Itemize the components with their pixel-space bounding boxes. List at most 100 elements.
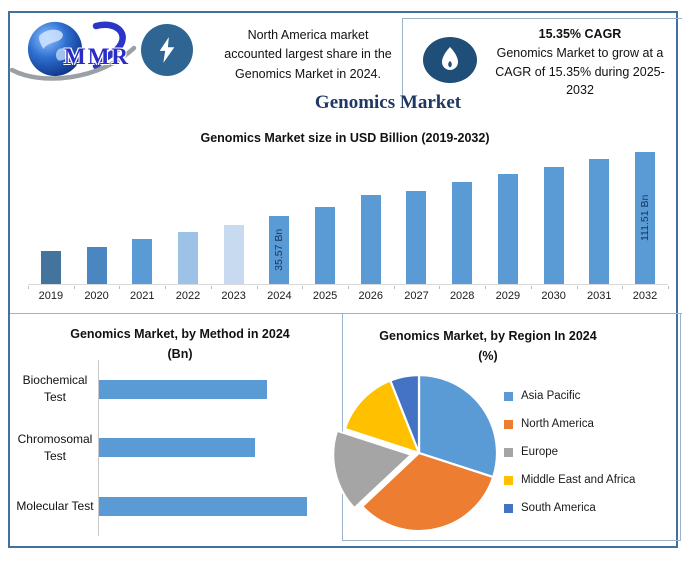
method-bar-1: [99, 379, 268, 399]
bar-2026: [360, 194, 381, 284]
x-axis-tick: [165, 286, 167, 289]
bar-column-2025: [302, 152, 348, 284]
bar-column-2031: [576, 152, 622, 284]
bar-column-2023: [211, 152, 257, 284]
method-bar-3: [99, 496, 307, 516]
pie-slice-middle-east-and-africa: [343, 379, 421, 455]
legend-swatch: [504, 447, 513, 457]
bar-column-2024: 35.57 Bn: [257, 152, 303, 284]
method-bar-track: [98, 418, 334, 478]
year-label: 2021: [130, 290, 155, 302]
market-size-chart-title: Genomics Market size in USD Billion (201…: [200, 131, 490, 145]
bar-column-2032: 111.51 Bn: [622, 152, 668, 284]
region-chart-panel: Genomics Market, by Region In 2024 (%) A…: [332, 313, 681, 541]
x-axis-tick: [348, 286, 349, 289]
method-chart-title-line: Genomics Market, by Method in 2024: [70, 327, 290, 341]
bar-2031: [589, 158, 610, 284]
bar-2032: 111.51 Bn: [634, 152, 655, 284]
legend-swatch: [504, 475, 513, 485]
bar-2025: [315, 206, 336, 284]
bar-2029: [497, 173, 518, 284]
bar-column-2028: [439, 152, 485, 284]
bar-column-2021: [119, 152, 165, 284]
method-category-label: Biochemical Test: [22, 372, 88, 405]
year-label: 2024: [267, 290, 292, 302]
legend-swatch: [504, 503, 513, 513]
legend-item: Asia Pacific: [504, 390, 635, 402]
year-label: 2029: [495, 290, 521, 302]
x-axis-tick: [576, 286, 578, 289]
bar-column-2027: [394, 152, 440, 284]
cagr-callout: 15.35% CAGR Genomics Market to grow at a…: [402, 18, 682, 106]
method-bar-track: [98, 477, 334, 536]
year-label: 2025: [312, 290, 338, 302]
x-axis-tick: [210, 286, 212, 289]
bar-2027: [406, 190, 427, 284]
year-label: 2023: [221, 290, 246, 302]
year-label: 2026: [358, 290, 384, 302]
cagr-title: 15.35% CAGR: [538, 27, 622, 41]
logo-swoosh-icon: [9, 21, 137, 81]
x-axis-tick: [28, 286, 29, 289]
cagr-text: 15.35% CAGR Genomics Market to grow at a…: [483, 25, 677, 100]
x-axis-tick: [530, 286, 532, 289]
pie-slice-south-america: [389, 373, 421, 455]
pie-slice-north-america: [361, 451, 495, 533]
cagr-body-line: 2032: [566, 83, 594, 98]
region-chart-title: Genomics Market, by Region In 2024 (%): [363, 326, 613, 366]
bar-2022: [177, 232, 198, 284]
method-bar-track: [98, 360, 334, 419]
bar-2020: [86, 246, 107, 284]
method-bar-2: [99, 438, 255, 458]
year-label: 2028: [449, 290, 475, 302]
market-size-bar-chart: 35.57 Bn 111.51 Bn: [28, 152, 668, 285]
lightning-badge: [141, 24, 193, 76]
method-category-label: Molecular Test: [16, 498, 94, 513]
x-axis-tick: [668, 286, 669, 289]
bar-2019: [40, 250, 61, 284]
x-axis-tick: [393, 286, 395, 289]
bar-2021: [132, 238, 153, 284]
x-axis-tick: [119, 286, 121, 289]
x-axis-tick: [485, 286, 487, 289]
bar-2028: [452, 181, 473, 284]
legend-item: North America: [504, 418, 635, 430]
year-label: 2030: [541, 290, 566, 302]
legend-label: Europe: [521, 446, 559, 458]
lightning-bolt-icon: [159, 37, 175, 63]
bar-column-2026: [348, 152, 394, 284]
year-label: 2031: [587, 290, 612, 302]
x-axis-labels: 2019 2020 2021 2022 2023 2024 2025 2026 2027 2028…: [28, 290, 668, 302]
method-bar-chart: Biochemical Test Chromosomal Test Molecula…: [12, 360, 334, 536]
header-note-line: Genomics Market in 2024.: [235, 66, 381, 81]
flame-icon: [442, 47, 458, 70]
legend-label: Middle East and Africa: [521, 474, 636, 486]
bar-column-2020: [74, 152, 120, 284]
method-row: Molecular Test: [12, 477, 334, 536]
legend-swatch: [504, 391, 513, 401]
year-label: 2027: [404, 290, 429, 302]
globe-logo-icon: [27, 21, 83, 77]
method-row: Biochemical Test: [12, 360, 334, 419]
x-axis-ticks: [28, 286, 669, 289]
legend-item: Europe: [504, 446, 635, 458]
region-pie-chart: [332, 373, 499, 533]
legend-label: Asia Pacific: [521, 390, 581, 402]
cagr-body-line: Genomics Market to grow at a: [496, 45, 664, 60]
legend-label: North America: [521, 418, 594, 430]
year-label: 2020: [84, 290, 109, 302]
legend-swatch: [504, 419, 513, 429]
bar-value-label: 111.51 Bn: [638, 194, 651, 242]
method-chart-title: Genomics Market, by Method in 2024 (Bn): [55, 324, 305, 364]
region-legend: Asia Pacific North America Europe Middle Ea…: [504, 390, 635, 514]
legend-item: South America: [504, 502, 635, 514]
x-axis-tick: [439, 286, 441, 289]
pie-slice-europe: [332, 429, 413, 510]
header-note: North America market accounted largest s…: [202, 26, 414, 84]
header-note-line: North America market: [247, 28, 369, 42]
legend-label: South America: [521, 502, 596, 514]
header-note-line: accounted largest share in the: [224, 47, 392, 62]
bar-value-label: 35.57 Bn: [273, 229, 286, 272]
bar-column-2029: [485, 152, 531, 284]
region-chart-title-line: Genomics Market, by Region In 2024: [379, 329, 597, 343]
